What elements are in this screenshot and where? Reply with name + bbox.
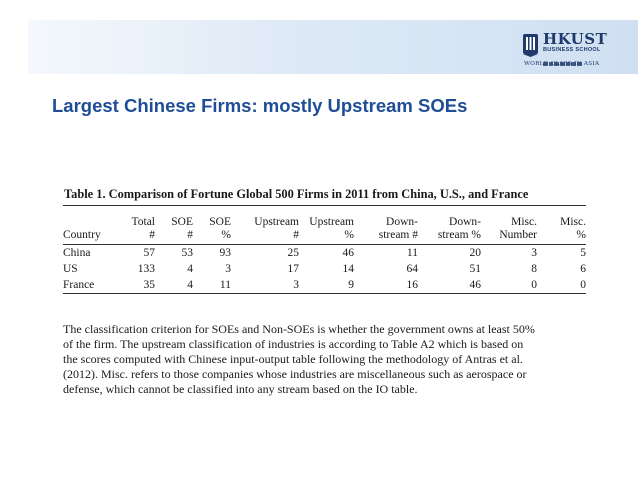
cell-downstream-count: 64 xyxy=(406,263,419,275)
header-country: Country xyxy=(63,205,111,245)
slide-title: Largest Chinese Firms: mostly Upstream S… xyxy=(52,95,468,116)
cell-upstream-pct: 14 xyxy=(342,263,355,275)
hkust-crest-icon xyxy=(523,34,538,57)
table-caption: Table 1. Comparison of Fortune Global 50… xyxy=(64,187,529,201)
cell-downstream-pct: 46 xyxy=(418,277,481,294)
logo-name: HKUST xyxy=(543,30,608,48)
table-row-france: France 35 4 11 3 9 16 46 0 0 xyxy=(63,277,586,294)
cell-country: China xyxy=(63,247,91,259)
cell-total: 57 xyxy=(143,247,156,259)
header-misc-number: Misc. Number xyxy=(481,205,537,245)
footnote-line: of the firm. The upstream classification… xyxy=(63,337,524,351)
header-soe-count: SOE # xyxy=(155,205,193,245)
comparison-table: Country Total # SOE # SOE% Upstream # Upstr… xyxy=(63,205,586,294)
cell-misc-pct: 0 xyxy=(537,277,586,294)
cell-country: US xyxy=(63,263,78,275)
header-soe-pct: SOE% xyxy=(193,205,231,245)
cell-misc-pct: 5 xyxy=(580,247,586,259)
cell-soe-pct: 3 xyxy=(225,263,231,275)
cell-upstream-pct: 9 xyxy=(299,277,354,294)
cell-downstream-pct: 20 xyxy=(469,247,482,259)
hkust-logo: HKUST BUSINESS SCHOOL WORLD CLASS IN ASI… xyxy=(522,30,622,70)
header-upstream-pct: Upstream% xyxy=(299,205,354,245)
cell-soe-count: 53 xyxy=(181,247,194,259)
footnote-line: the scores computed with Chinese input-o… xyxy=(63,352,523,366)
cell-upstream-count: 25 xyxy=(287,247,300,259)
cell-upstream-count: 3 xyxy=(231,277,299,294)
cell-soe-count: 4 xyxy=(155,277,193,294)
cell-total: 35 xyxy=(111,277,155,294)
header-misc-pct: Misc.% xyxy=(537,205,586,245)
table-row-china: China 57 53 93 25 46 11 20 3 5 xyxy=(63,245,586,262)
cell-downstream-pct: 51 xyxy=(469,263,482,275)
cell-upstream-pct: 46 xyxy=(342,247,355,259)
cell-downstream-count: 11 xyxy=(406,247,418,259)
cell-total: 133 xyxy=(137,263,155,275)
footnote-line: defense, which cannot be classified into… xyxy=(63,382,418,396)
header-downstream-count: Down-stream # xyxy=(354,205,418,245)
table-header-row: Country Total # SOE # SOE% Upstream # Upstr… xyxy=(63,205,586,245)
header-upstream-count: Upstream # xyxy=(231,205,299,245)
cell-country: France xyxy=(63,277,111,294)
logo-school: BUSINESS SCHOOL xyxy=(543,47,601,53)
logo-tagline: WORLD CLASS IN ASIA xyxy=(524,61,600,67)
header-total: Total # xyxy=(111,205,155,245)
cell-soe-pct: 11 xyxy=(193,277,231,294)
table-footnote: The classification criterion for SOEs an… xyxy=(63,322,593,397)
cell-upstream-count: 17 xyxy=(287,263,300,275)
footnote-line: The classification criterion for SOEs an… xyxy=(63,322,535,336)
cell-soe-pct: 93 xyxy=(219,247,232,259)
table-row-us: US 133 4 3 17 14 64 51 8 6 xyxy=(63,261,586,277)
cell-misc-number: 8 xyxy=(531,263,537,275)
cell-misc-number: 3 xyxy=(531,247,537,259)
header-downstream-pct: Down-stream % xyxy=(418,205,481,245)
logo-chinese-mark xyxy=(543,53,591,66)
cell-downstream-count: 16 xyxy=(354,277,418,294)
cell-misc-number: 0 xyxy=(481,277,537,294)
cell-soe-count: 4 xyxy=(187,263,193,275)
footnote-line: (2012). Misc. refers to those companies … xyxy=(63,367,527,381)
cell-misc-pct: 6 xyxy=(580,263,586,275)
